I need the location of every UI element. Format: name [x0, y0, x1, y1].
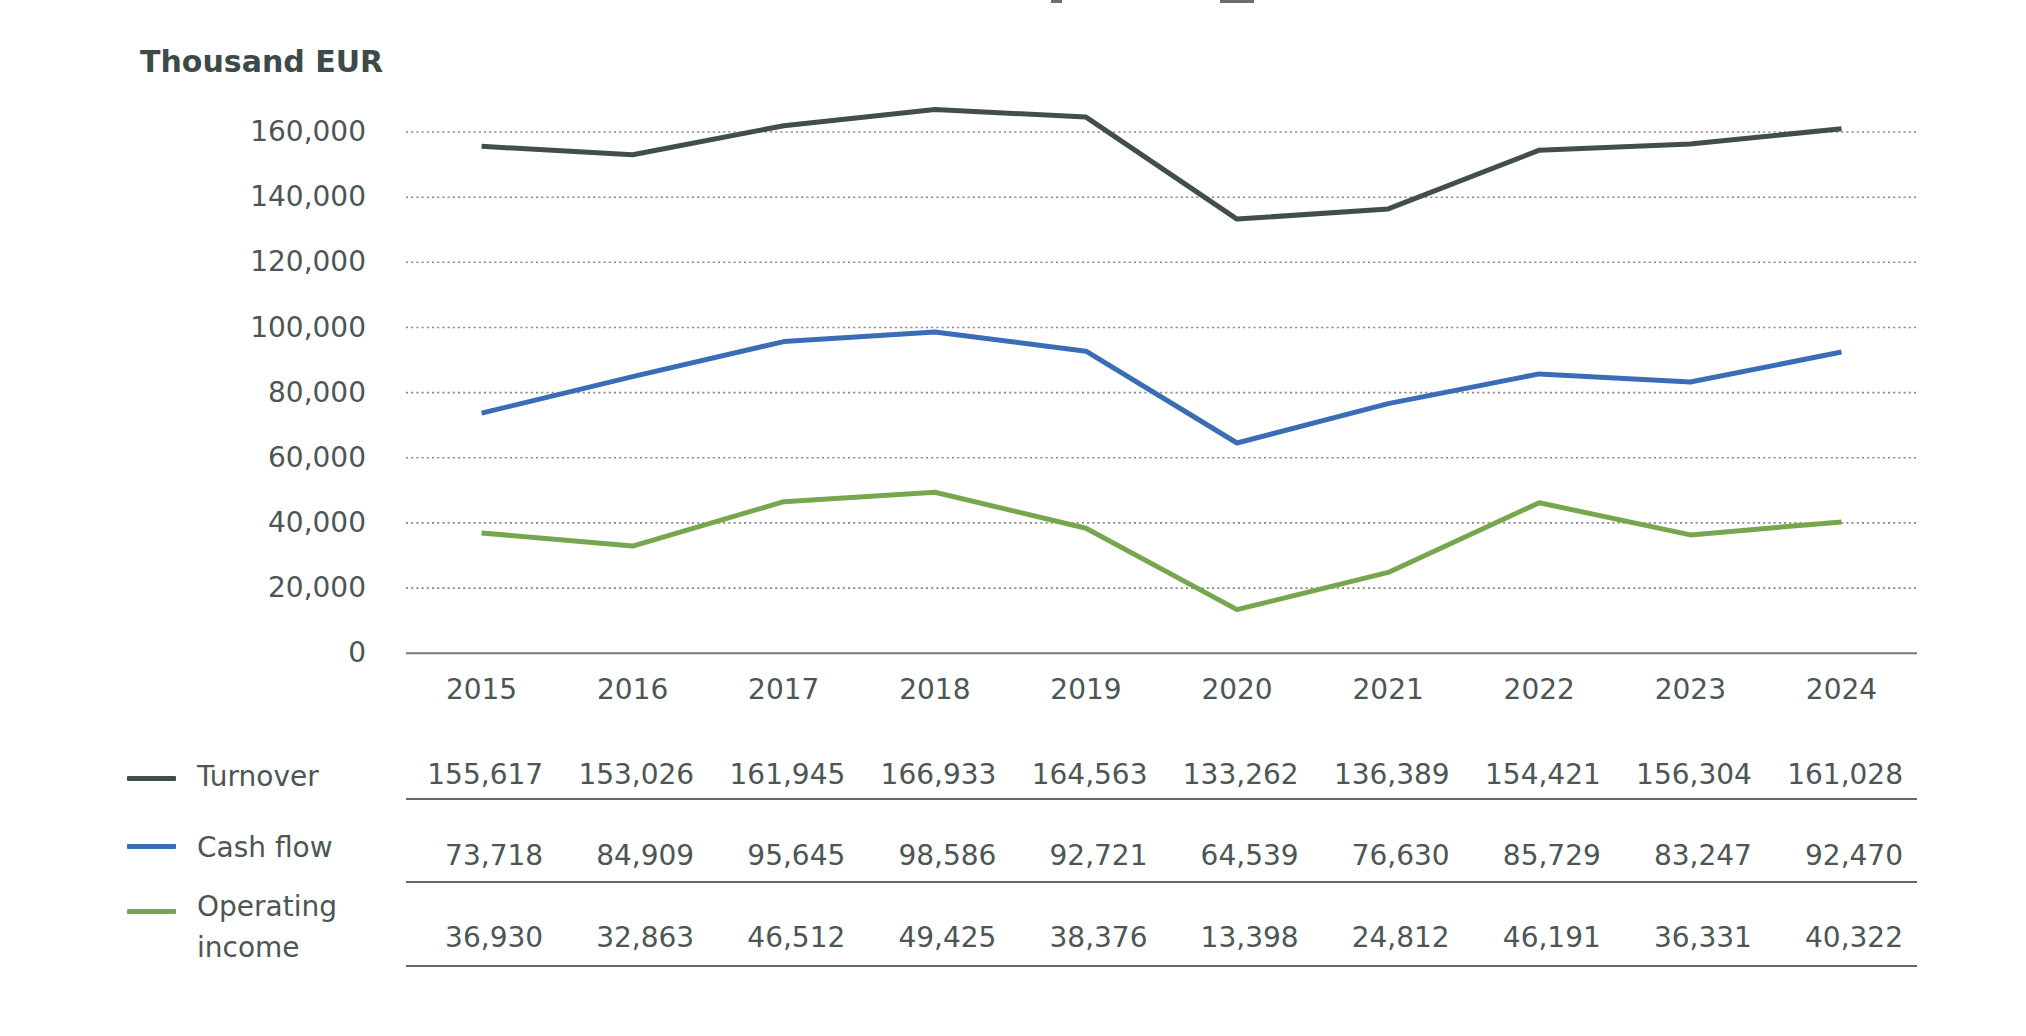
x-axis-label: 2022: [1464, 673, 1615, 707]
x-axis-label: 2017: [708, 673, 859, 707]
legend-label-operating-income: Operating income: [197, 886, 367, 968]
table-cell: 36,331: [1615, 921, 1766, 955]
table-cell: 40,322: [1766, 921, 1917, 955]
y-axis-tick-label: 40,000: [226, 506, 366, 540]
table-cell: 46,512: [708, 921, 859, 955]
x-axis-label: 2023: [1615, 673, 1766, 707]
y-axis-tick-label: 80,000: [226, 376, 366, 410]
turnover-legend-swatch: [127, 776, 176, 781]
table-cell: 24,812: [1313, 921, 1464, 955]
table-cell: 92,470: [1766, 839, 1917, 873]
x-axis-label: 2024: [1766, 673, 1917, 707]
table-row-cash-flow: 73,718 84,909 95,645 98,586 92,721 64,53…: [406, 839, 1917, 873]
y-axis-tick-label: 140,000: [226, 180, 366, 214]
table-cell: 92,721: [1010, 839, 1161, 873]
table-cell: 161,028: [1766, 758, 1917, 792]
table-divider: [406, 798, 1917, 800]
x-axis-label: 2015: [406, 673, 557, 707]
y-axis-tick-label: 0: [226, 636, 366, 670]
table-cell: 164,563: [1010, 758, 1161, 792]
table-cell: 166,933: [859, 758, 1010, 792]
x-axis: 2015 2016 2017 2018 2019 2020 2021 2022 …: [406, 673, 1917, 707]
table-cell: 98,586: [859, 839, 1010, 873]
y-axis-tick-label: 20,000: [226, 571, 366, 605]
x-axis-label: 2019: [1010, 673, 1161, 707]
x-axis-label: 2021: [1313, 673, 1464, 707]
table-cell: 46,191: [1464, 921, 1615, 955]
cash-flow-line: [482, 332, 1842, 443]
table-cell: 85,729: [1464, 839, 1615, 873]
operating-income-legend-swatch: [127, 909, 176, 914]
table-cell: 133,262: [1162, 758, 1313, 792]
table-cell: 95,645: [708, 839, 859, 873]
table-cell: 136,389: [1313, 758, 1464, 792]
x-axis-label: 2016: [557, 673, 708, 707]
x-axis-label: 2020: [1162, 673, 1313, 707]
table-row-operating-income: 36,930 32,863 46,512 49,425 38,376 13,39…: [406, 921, 1917, 955]
cash-flow-legend-swatch: [127, 844, 176, 849]
table-cell: 161,945: [708, 758, 859, 792]
y-axis-tick-label: 60,000: [226, 441, 366, 475]
table-cell: 83,247: [1615, 839, 1766, 873]
x-axis-label: 2018: [859, 673, 1010, 707]
y-axis-tick-label: 160,000: [226, 115, 366, 149]
table-cell: 64,539: [1162, 839, 1313, 873]
table-divider: [406, 881, 1917, 883]
y-axis-tick-label: 120,000: [226, 245, 366, 279]
table-row-turnover: 155,617 153,026 161,945 166,933 164,563 …: [406, 758, 1917, 792]
turnover-line: [482, 109, 1842, 219]
legend-label-turnover: Turnover: [197, 756, 319, 797]
table-divider: [406, 965, 1917, 967]
financial-kpi-chart: Thousand EUR 160,000 140,000 120,000 100…: [0, 0, 2026, 1036]
table-cell: 36,930: [406, 921, 557, 955]
table-cell: 38,376: [1010, 921, 1161, 955]
table-cell: 32,863: [557, 921, 708, 955]
table-cell: 84,909: [557, 839, 708, 873]
table-cell: 76,630: [1313, 839, 1464, 873]
y-axis-tick-label: 100,000: [226, 311, 366, 345]
operating-income-line: [482, 492, 1842, 609]
table-cell: 155,617: [406, 758, 557, 792]
table-cell: 153,026: [557, 758, 708, 792]
table-cell: 156,304: [1615, 758, 1766, 792]
table-cell: 73,718: [406, 839, 557, 873]
table-cell: 13,398: [1162, 921, 1313, 955]
table-cell: 154,421: [1464, 758, 1615, 792]
legend-label-cash-flow: Cash flow: [197, 827, 333, 868]
table-cell: 49,425: [859, 921, 1010, 955]
